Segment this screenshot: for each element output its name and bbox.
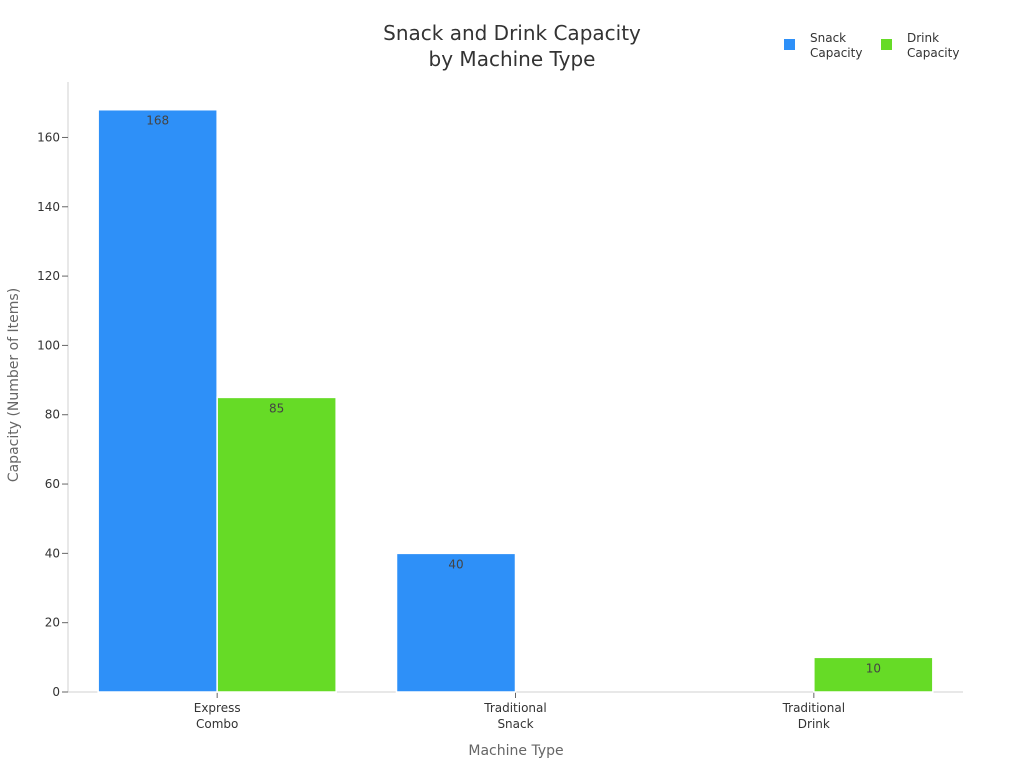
legend-label: Drink <box>907 31 939 45</box>
bar <box>395 552 517 693</box>
x-tick-label: Express <box>194 701 241 715</box>
chart-title-line-2: by Machine Type <box>429 47 596 71</box>
legend-label: Snack <box>810 31 846 45</box>
y-tick-label: 20 <box>45 616 60 630</box>
x-tick-label: Snack <box>497 717 533 731</box>
legend-swatch <box>784 39 795 50</box>
x-tick-label: Traditional <box>483 701 546 715</box>
x-tick-label: Combo <box>196 717 238 731</box>
y-tick-label: 160 <box>37 130 60 144</box>
y-axis-title: Capacity (Number of Items) <box>6 288 22 482</box>
bar-data-label: 10 <box>866 661 881 675</box>
y-tick-label: 100 <box>37 338 60 352</box>
legend-swatch <box>881 39 892 50</box>
x-axis-title: Machine Type <box>468 743 563 759</box>
legend-label: Capacity <box>907 46 959 60</box>
bar-data-label: 168 <box>146 114 169 128</box>
chart-title-line-1: Snack and Drink Capacity <box>383 21 641 45</box>
y-tick-label: 40 <box>45 546 60 560</box>
y-tick-label: 60 <box>45 477 60 491</box>
x-tick-label: Drink <box>798 717 830 731</box>
bar-data-label: 40 <box>448 557 463 571</box>
y-tick-label: 120 <box>37 269 60 283</box>
y-tick-label: 80 <box>45 408 60 422</box>
y-tick-label: 140 <box>37 200 60 214</box>
bar <box>97 108 218 693</box>
legend-label: Capacity <box>810 46 862 60</box>
x-tick-label: Traditional <box>782 701 845 715</box>
bar <box>813 656 934 693</box>
bar-data-label: 85 <box>269 401 284 415</box>
bar <box>216 396 337 693</box>
plot-area: 0 20 40 60 80 100 120 140 160 Express Combo 168 85 Tr… <box>37 82 963 731</box>
y-tick-label: 0 <box>52 685 60 699</box>
